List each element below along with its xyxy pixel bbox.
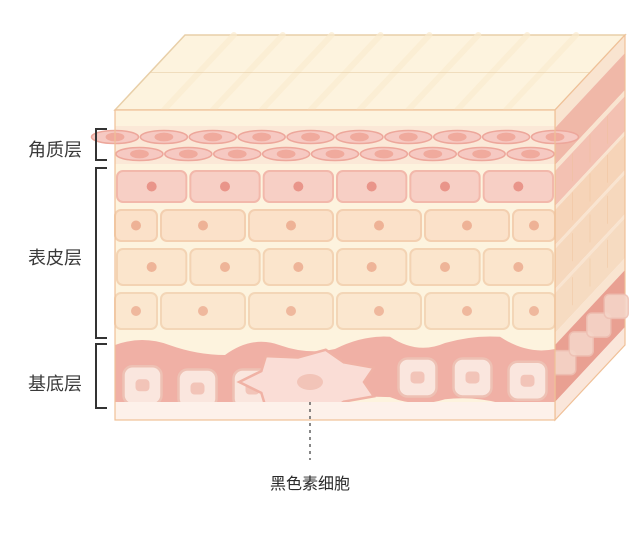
label-epidermis: 表皮层	[28, 244, 82, 270]
skin-cross-section-diagram	[0, 0, 640, 537]
label-basal-layer: 基底层	[28, 370, 82, 396]
label-melanocyte: 黑色素细胞	[270, 470, 350, 494]
label-stratum-corneum: 角质层	[28, 136, 82, 162]
